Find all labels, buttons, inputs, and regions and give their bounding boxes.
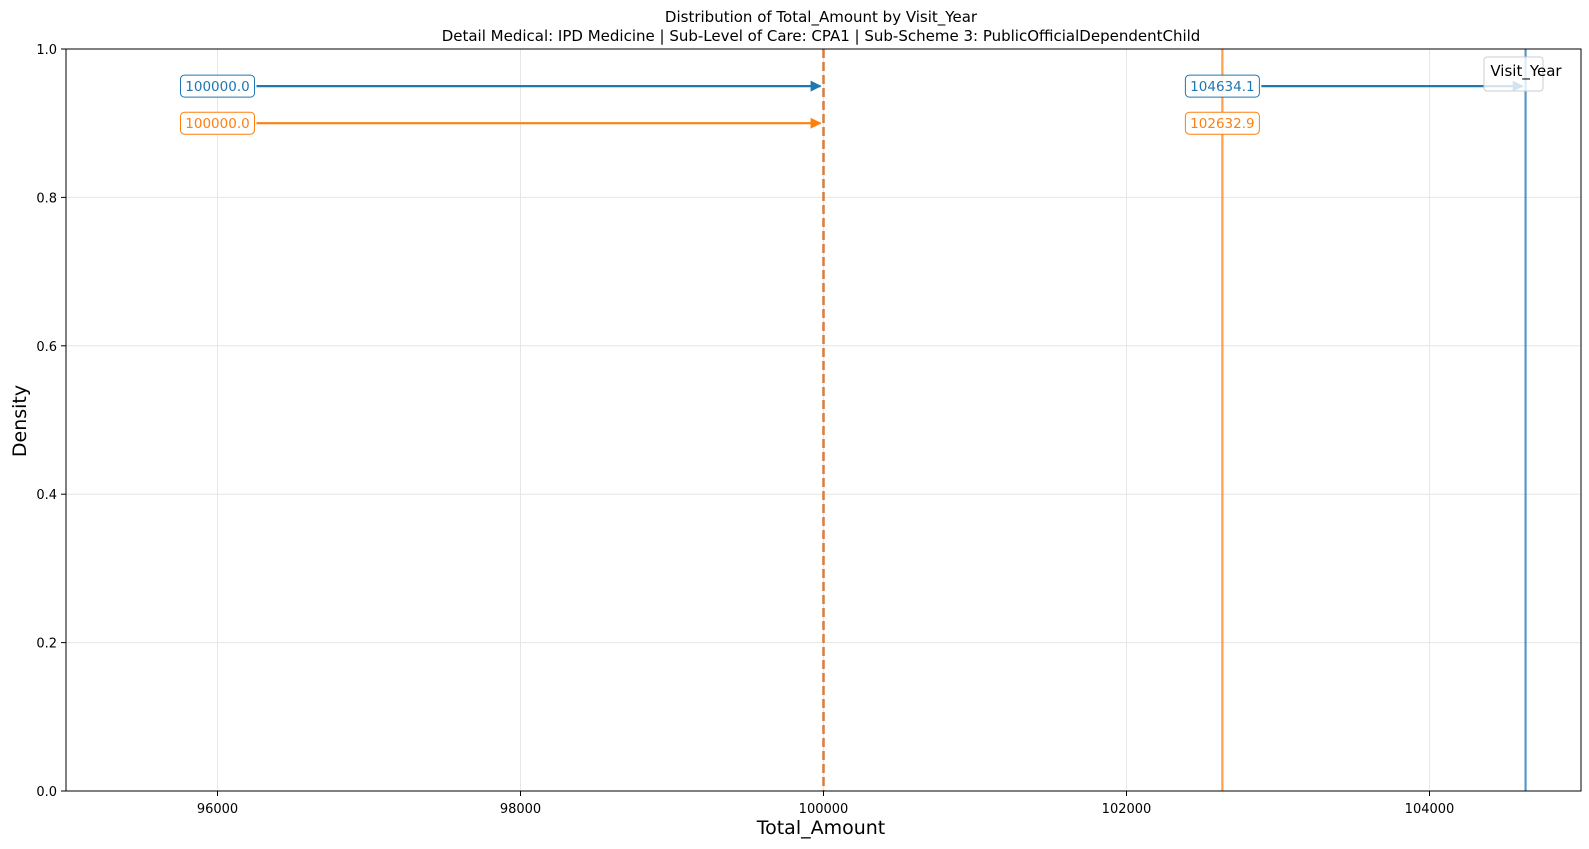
reference-lines xyxy=(822,49,1527,791)
y-tick-label: 1.0 xyxy=(36,43,57,58)
annotation-label: 102632.9 xyxy=(1190,116,1254,132)
chart-title: Distribution of Total_Amount by Visit_Ye… xyxy=(665,8,978,27)
x-tick-label: 102000 xyxy=(1102,802,1152,817)
annotations: 100000.0 100000.0 104634.1 102632.9 xyxy=(180,74,1524,135)
y-tick-label: 0.0 xyxy=(36,785,57,800)
x-axis-label: Total_Amount xyxy=(756,817,886,839)
legend-frame xyxy=(1483,56,1544,92)
x-tick-label: 98000 xyxy=(500,802,541,817)
legend-title: Visit_Year xyxy=(1490,62,1562,81)
annotation-box xyxy=(1184,74,1260,98)
y-axis-label: Density xyxy=(9,385,31,457)
annotation-box xyxy=(180,111,255,135)
y-tick-label: 0.4 xyxy=(36,488,57,503)
annotation-box xyxy=(1184,111,1260,135)
legend: Visit_Year xyxy=(1483,56,1562,92)
x-tick-label: 104000 xyxy=(1405,802,1455,817)
annotation-label: 100000.0 xyxy=(185,79,249,95)
x-tick-label: 96000 xyxy=(197,802,238,817)
x-tick-label: 100000 xyxy=(799,802,849,817)
annotation-label: 104634.1 xyxy=(1190,79,1254,95)
y-tick-label: 0.2 xyxy=(36,637,57,652)
y-tick-label: 0.8 xyxy=(36,191,57,206)
annotation-box xyxy=(180,74,255,98)
chart-subtitle: Detail Medical: IPD Medicine | Sub-Level… xyxy=(442,27,1201,45)
annotation-label: 100000.0 xyxy=(185,116,249,132)
axes: 96000 98000 100000 102000 104000 0.0 0.2 0.4 0.6… xyxy=(36,43,1582,817)
y-tick-label: 0.6 xyxy=(36,340,57,355)
